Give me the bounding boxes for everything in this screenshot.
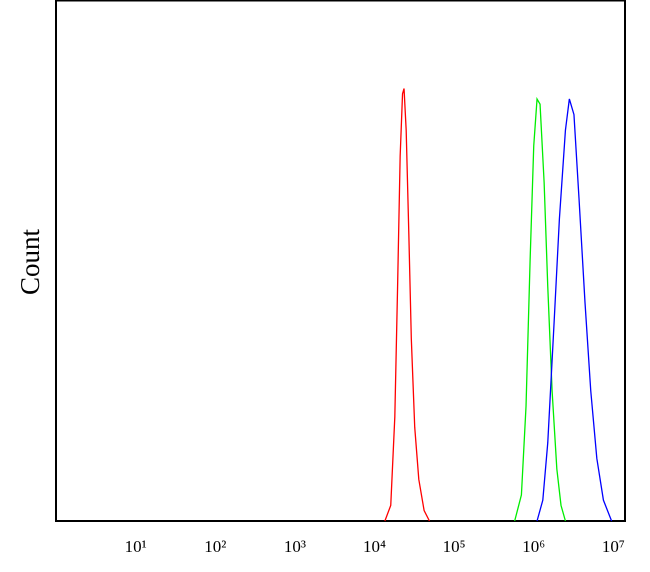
histogram-line — [384, 88, 431, 522]
x-tick-label: 10⁷ — [602, 537, 625, 556]
x-tick-label: 10⁵ — [443, 537, 466, 556]
x-tick-label: 10⁶ — [522, 537, 545, 556]
x-tick-label: 10⁴ — [363, 537, 386, 556]
histogram-line — [514, 96, 567, 522]
y-axis-label: Count — [15, 228, 45, 295]
x-tick-label: 10² — [204, 537, 226, 556]
plot-frame — [55, 0, 626, 522]
histogram-line — [536, 98, 613, 522]
x-tick-label: 10¹ — [125, 537, 147, 556]
x-tick-label: 10³ — [284, 537, 306, 556]
